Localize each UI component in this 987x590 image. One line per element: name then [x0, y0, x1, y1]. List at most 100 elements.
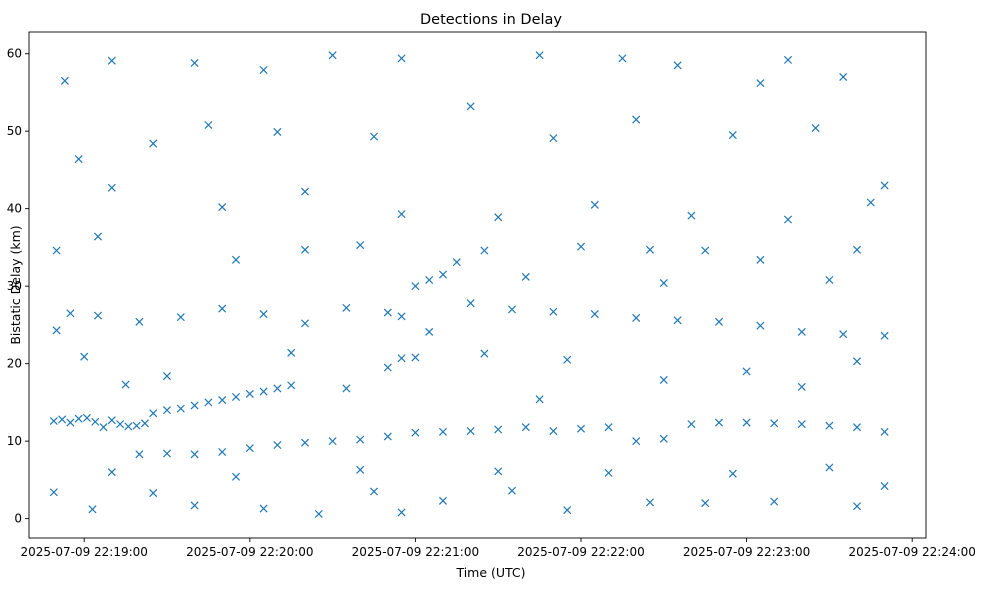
data-point — [549, 307, 558, 316]
data-point — [328, 51, 337, 60]
data-point — [204, 120, 213, 130]
data-point — [162, 406, 172, 415]
data-point — [140, 419, 149, 428]
data-point — [58, 415, 67, 424]
data-point — [149, 409, 158, 418]
data-point — [645, 498, 655, 507]
x-tick-label: 2025-07-09 22:21:00 — [352, 545, 479, 559]
data-point — [411, 428, 420, 437]
data-point — [797, 420, 806, 429]
data-point — [149, 489, 158, 498]
data-point — [107, 468, 116, 477]
data-point — [880, 331, 889, 340]
y-tick-label: 60 — [7, 47, 22, 61]
data-point — [273, 440, 282, 450]
data-point — [728, 469, 737, 478]
data-point — [314, 509, 323, 519]
data-point — [218, 203, 227, 212]
y-tick-label: 0 — [14, 512, 22, 526]
x-tick-label: 2025-07-09 22:20:00 — [186, 545, 313, 559]
y-tick-label: 20 — [7, 357, 22, 371]
data-point — [135, 317, 144, 326]
data-point — [659, 375, 668, 384]
data-point — [66, 309, 75, 318]
data-point — [839, 72, 848, 81]
marks-layer — [49, 51, 889, 519]
data-point — [66, 418, 75, 427]
data-point — [576, 424, 586, 433]
data-point — [369, 487, 379, 496]
data-point — [74, 155, 83, 164]
data-point — [107, 56, 116, 65]
data-point — [549, 427, 558, 436]
data-point — [356, 241, 365, 250]
x-axis-label: Time (UTC) — [455, 565, 525, 580]
data-point — [369, 132, 379, 141]
data-point — [714, 418, 724, 427]
data-point — [80, 352, 89, 361]
data-point — [742, 418, 751, 427]
data-point — [328, 437, 337, 446]
data-point — [480, 246, 489, 255]
data-point — [521, 272, 530, 281]
data-point — [618, 54, 627, 63]
data-point — [632, 313, 641, 322]
data-point — [190, 450, 199, 459]
data-point — [204, 398, 213, 407]
data-point — [132, 421, 141, 430]
data-point — [535, 51, 544, 60]
data-point — [866, 198, 875, 207]
data-point — [190, 501, 199, 510]
data-point — [770, 497, 779, 506]
data-point — [162, 449, 172, 458]
data-point — [494, 425, 503, 434]
data-point — [88, 505, 97, 514]
data-point — [411, 353, 420, 362]
data-point — [756, 321, 765, 330]
data-point — [507, 305, 517, 314]
data-point — [149, 139, 158, 148]
data-point — [687, 420, 696, 429]
x-tick-label: 2025-07-09 22:22:00 — [517, 545, 644, 559]
data-point — [604, 423, 613, 432]
data-point — [190, 401, 199, 410]
data-point — [438, 427, 448, 436]
y-tick-label: 50 — [7, 124, 22, 138]
data-point — [521, 423, 530, 432]
data-point — [797, 327, 806, 336]
data-point — [52, 326, 61, 335]
data-point — [756, 79, 765, 88]
data-point — [60, 76, 69, 85]
data-point — [659, 279, 668, 288]
data-point — [673, 316, 682, 325]
data-point — [93, 232, 103, 241]
x-axis: 2025-07-09 22:19:00 2025-07-09 22:20:00 20… — [20, 538, 976, 559]
data-point — [245, 389, 254, 398]
data-point — [494, 467, 503, 476]
data-point — [701, 499, 710, 508]
data-point — [218, 447, 227, 457]
data-point — [576, 242, 586, 251]
chart-title: Detections in Delay — [420, 12, 562, 28]
data-point — [466, 102, 475, 111]
data-point — [783, 55, 793, 64]
data-point — [880, 482, 889, 491]
x-tick-label: 2025-07-09 22:19:00 — [20, 545, 147, 559]
data-point — [797, 382, 806, 391]
data-point — [190, 58, 199, 68]
data-point — [356, 465, 365, 474]
data-point — [259, 65, 268, 74]
data-point — [687, 211, 696, 220]
data-point — [383, 308, 392, 317]
data-point — [825, 463, 834, 472]
data-point — [231, 472, 241, 481]
data-point — [397, 312, 406, 321]
data-point — [880, 427, 889, 436]
data-point — [466, 299, 475, 308]
data-point — [714, 317, 724, 326]
data-point — [852, 502, 862, 511]
data-point — [742, 367, 751, 376]
data-point — [466, 427, 475, 436]
